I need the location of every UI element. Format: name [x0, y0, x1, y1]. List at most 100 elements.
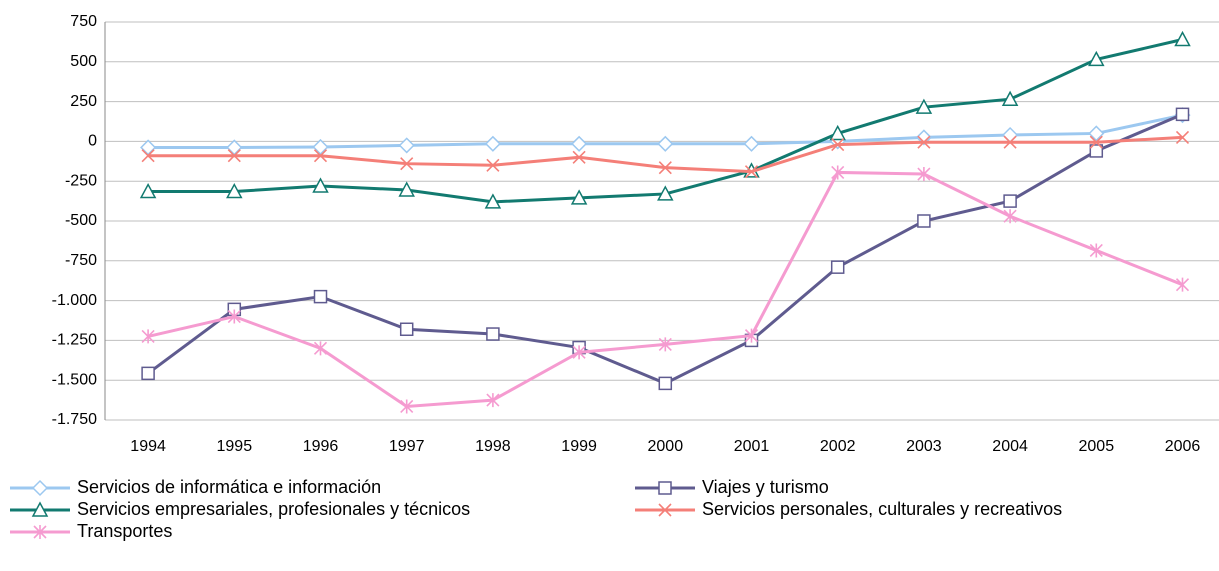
marker-shape — [400, 157, 414, 171]
marker — [400, 157, 414, 171]
marker-shape — [1001, 90, 1019, 106]
marker — [571, 135, 588, 152]
marker-shape — [398, 181, 415, 197]
marker — [226, 182, 243, 199]
marker — [915, 98, 933, 114]
marker — [484, 135, 501, 152]
marker — [1174, 30, 1191, 47]
marker-shape — [312, 177, 329, 193]
marker — [1003, 209, 1017, 224]
marker-shape — [139, 182, 157, 199]
x-tick-label: 1995 — [217, 438, 253, 455]
x-tick-label: 2006 — [1165, 438, 1201, 455]
marker — [658, 376, 673, 391]
marker — [141, 366, 155, 381]
marker-shape — [1003, 209, 1017, 224]
marker-shape — [141, 366, 155, 381]
marker — [658, 481, 672, 495]
marker-shape — [226, 182, 243, 199]
marker-shape — [831, 165, 845, 180]
marker-shape — [1088, 125, 1105, 142]
marker — [226, 139, 243, 156]
marker-shape — [312, 138, 329, 156]
marker — [829, 124, 846, 141]
marker — [830, 260, 845, 274]
marker — [1089, 144, 1104, 158]
marker-shape — [744, 328, 759, 343]
marker — [1088, 125, 1105, 142]
marker — [1175, 277, 1190, 292]
marker-shape — [915, 98, 933, 114]
series-line — [148, 38, 1183, 204]
x-tick-label: 1999 — [561, 438, 597, 455]
marker — [658, 337, 672, 352]
marker — [1175, 130, 1190, 144]
y-tick-label: 750 — [70, 13, 97, 30]
marker — [33, 525, 47, 539]
marker-shape — [486, 158, 500, 172]
marker-shape — [829, 124, 846, 141]
marker — [484, 193, 502, 209]
marker-shape — [1089, 243, 1103, 258]
marker — [141, 329, 155, 344]
legend-label: Viajes y turismo — [702, 477, 829, 497]
marker — [917, 167, 931, 182]
marker-shape — [33, 525, 47, 539]
x-tick-label: 1998 — [475, 438, 511, 455]
marker-shape — [141, 149, 155, 163]
marker-shape — [831, 138, 845, 152]
marker — [743, 135, 760, 152]
y-tick-label: 250 — [70, 93, 97, 110]
marker-shape — [1089, 135, 1103, 149]
marker-shape — [1174, 30, 1191, 47]
legend-label: Servicios personales, culturales y recre… — [702, 499, 1062, 519]
marker — [744, 328, 759, 343]
marker — [1003, 194, 1017, 208]
marker — [658, 161, 672, 175]
marker — [486, 327, 500, 341]
marker-shape — [917, 135, 931, 149]
marker — [1002, 126, 1019, 144]
marker — [1001, 90, 1019, 106]
marker-shape — [398, 137, 415, 154]
marker-shape — [486, 327, 500, 341]
marker — [400, 399, 414, 414]
marker — [1088, 50, 1105, 67]
x-tick-label: 1996 — [303, 438, 339, 455]
y-tick-label: -1.250 — [52, 332, 97, 349]
marker — [312, 138, 329, 156]
marker — [917, 214, 931, 228]
x-tick-label: 2002 — [820, 438, 856, 455]
marker — [831, 138, 845, 152]
marker-shape — [227, 309, 241, 324]
marker-shape — [657, 185, 674, 201]
marker — [141, 149, 155, 163]
marker — [313, 289, 328, 304]
x-tick-label: 1994 — [130, 438, 166, 455]
marker-shape — [570, 189, 588, 205]
marker-shape — [226, 139, 243, 156]
marker — [398, 137, 415, 154]
marker — [227, 149, 241, 163]
marker — [139, 182, 157, 199]
y-tick-label: -1.500 — [52, 371, 97, 388]
marker-shape — [1003, 135, 1017, 149]
marker-shape — [1003, 194, 1017, 208]
marker-shape — [657, 135, 674, 152]
marker — [140, 139, 157, 156]
y-tick-label: -250 — [65, 172, 97, 189]
marker-shape — [313, 341, 328, 356]
marker — [1089, 135, 1103, 149]
marker — [744, 165, 759, 179]
marker — [657, 185, 674, 201]
marker-shape — [227, 149, 241, 163]
series-line — [147, 170, 1184, 409]
x-tick-label: 2001 — [734, 438, 770, 455]
marker-shape — [658, 161, 672, 175]
x-tick-label: 2000 — [648, 438, 684, 455]
marker-shape — [917, 214, 931, 228]
marker — [1003, 135, 1017, 149]
marker-shape — [571, 135, 588, 152]
marker — [572, 345, 586, 360]
